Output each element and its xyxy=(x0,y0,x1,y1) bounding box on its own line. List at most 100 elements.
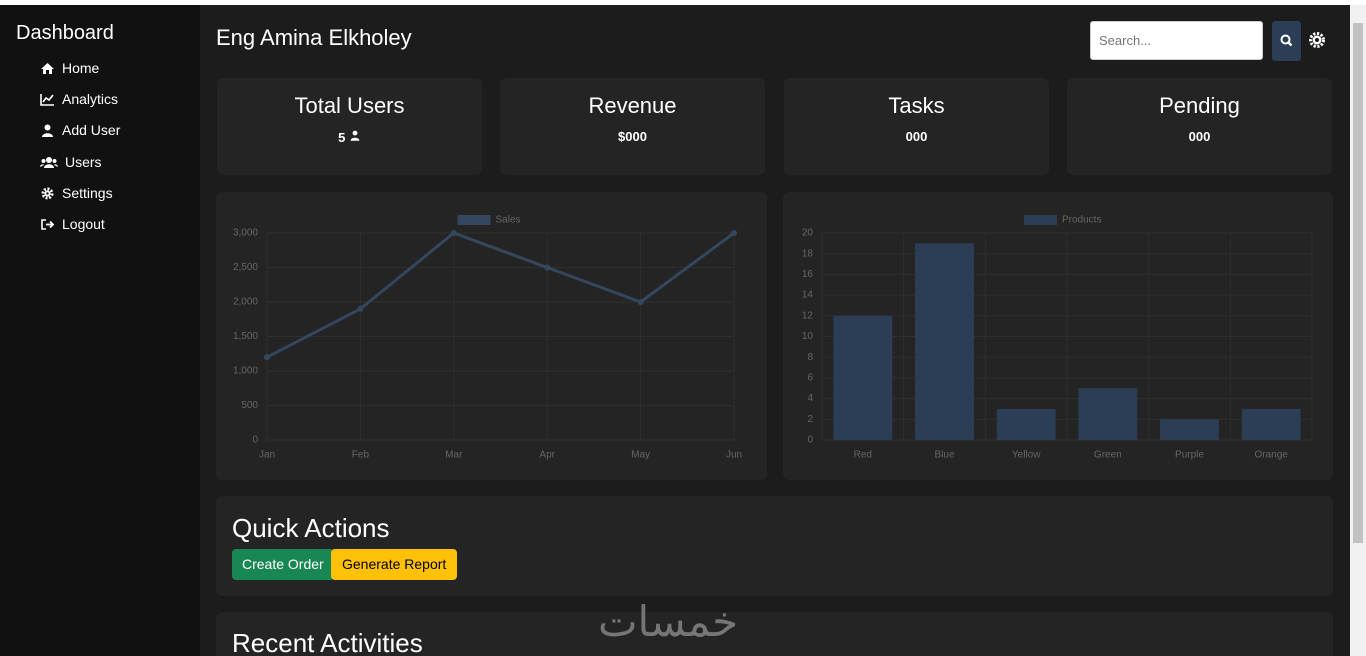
icon-home xyxy=(41,62,54,74)
sidebar-title: Dashboard xyxy=(16,22,114,44)
nav-label[interactable]: Analytics xyxy=(62,91,119,107)
card-value: 000 xyxy=(1188,129,1211,144)
nav-item[interactable]: Users xyxy=(40,154,102,170)
point xyxy=(637,299,644,305)
x-tick-label: Jun xyxy=(726,450,742,461)
x-tick-label: Jan xyxy=(259,450,275,461)
bar xyxy=(1241,408,1301,440)
x-tick-label: Feb xyxy=(352,450,370,461)
y-tick-label: 0 xyxy=(252,435,258,446)
card-title: Total Users xyxy=(294,93,405,118)
icon-logout xyxy=(41,218,55,230)
x-tick-label: Red xyxy=(854,450,872,461)
legend-swatch xyxy=(1024,215,1057,225)
y-tick-label: 18 xyxy=(802,248,814,259)
icon-user xyxy=(42,124,53,137)
icon-users xyxy=(40,156,58,168)
y-tick-label: 8 xyxy=(807,352,813,363)
nav-label[interactable]: Users xyxy=(65,154,102,170)
x-tick-label: May xyxy=(631,450,650,461)
app: Dashboard Home Analytics Add User Users … xyxy=(0,5,1350,656)
bar xyxy=(915,243,974,440)
y-tick-label: 10 xyxy=(802,331,814,342)
legend-label: Products xyxy=(1062,215,1101,226)
bar xyxy=(833,315,893,440)
sidebar: Dashboard Home Analytics Add User Users … xyxy=(0,5,200,656)
nav-item[interactable]: Analytics xyxy=(40,91,118,107)
stat-card: Pending 000 xyxy=(1067,78,1332,175)
stat-card: Tasks 000 xyxy=(784,78,1049,175)
x-tick-label: Orange xyxy=(1254,450,1288,461)
icon-analytics xyxy=(40,93,54,106)
search-input[interactable] xyxy=(1090,21,1263,60)
x-tick-label: Green xyxy=(1094,450,1122,461)
icon-user xyxy=(350,130,360,141)
x-tick-label: Purple xyxy=(1175,450,1204,461)
card-value-row: 5 xyxy=(217,129,482,145)
x-tick-label: Mar xyxy=(445,450,463,461)
bar xyxy=(996,408,1056,440)
nav-label[interactable]: Home xyxy=(62,60,100,76)
y-tick-label: 20 xyxy=(802,228,814,239)
point xyxy=(731,230,737,236)
nav-label[interactable]: Logout xyxy=(62,216,105,232)
y-tick-label: 6 xyxy=(807,373,813,384)
card-value: $000 xyxy=(618,129,647,144)
card-title: Revenue xyxy=(588,93,677,118)
line-chart: 0 500 1,000 1,500 2,000 2,500 3,000 Jan Feb Mar Ap… xyxy=(216,192,767,480)
line xyxy=(266,231,735,359)
y-tick-label: 2,000 xyxy=(233,297,258,308)
x-tick-label: Yellow xyxy=(1012,450,1041,461)
y-tick-label: 12 xyxy=(802,310,814,321)
card-value: 000 xyxy=(905,129,928,144)
nav-item[interactable]: Add User xyxy=(40,122,120,138)
y-tick-label: 4 xyxy=(807,393,813,404)
nav-item[interactable]: Logout xyxy=(40,216,105,232)
bar-chart: 0 2 4 6 8 10 12 14 16 18 20 Red Blue Yellow Green Purpl… xyxy=(783,192,1333,480)
nav-item[interactable]: Home xyxy=(40,60,99,76)
legend-label: Sales xyxy=(496,215,521,226)
recent-activities: Recent Activities xyxy=(216,612,1333,656)
stat-card: Revenue $000 xyxy=(500,78,765,175)
scrollbar[interactable] xyxy=(1350,5,1366,656)
point xyxy=(264,354,270,361)
card-value: 5 xyxy=(338,130,346,145)
y-tick-label: 14 xyxy=(802,290,814,301)
nav-label[interactable]: Settings xyxy=(62,185,113,201)
y-tick-label: 2 xyxy=(807,414,813,425)
nav-label[interactable]: Add User xyxy=(62,122,121,138)
x-tick-label: Apr xyxy=(539,450,555,461)
card-title: Tasks xyxy=(888,93,945,118)
theme-toggle[interactable] xyxy=(1308,31,1326,49)
bar xyxy=(1160,419,1219,440)
search-button[interactable] xyxy=(1272,21,1301,61)
legend-swatch xyxy=(457,215,491,225)
card-title: Pending xyxy=(1159,93,1240,118)
y-tick-label: 16 xyxy=(802,269,814,280)
point xyxy=(357,305,364,312)
point xyxy=(450,230,457,236)
y-tick-label: 1,500 xyxy=(233,331,258,342)
y-tick-label: 2,500 xyxy=(233,262,258,273)
icon-settings xyxy=(41,187,54,199)
button[interactable]: Generate Report xyxy=(331,549,458,580)
quick-actions: Quick Actions Create Order Generate Repo… xyxy=(216,496,1333,596)
watermark: خمسات xyxy=(598,598,739,645)
nav-item[interactable]: Settings xyxy=(40,185,113,201)
stat-card: Total Users 5 xyxy=(217,78,482,175)
section-title: Quick Actions xyxy=(232,513,390,543)
y-tick-label: 3,000 xyxy=(233,228,258,239)
scroll-thumb[interactable] xyxy=(1353,23,1363,543)
x-tick-label: Blue xyxy=(934,450,954,461)
y-tick-label: 1,000 xyxy=(233,366,258,377)
bar xyxy=(1078,388,1138,440)
point xyxy=(544,264,551,271)
icon-search xyxy=(1280,34,1293,47)
page-title: Eng Amina Elkholey xyxy=(216,25,412,50)
button[interactable]: Create Order xyxy=(232,549,334,580)
section-title: Recent Activities xyxy=(232,628,423,656)
y-tick-label: 0 xyxy=(807,435,813,446)
y-tick-label: 500 xyxy=(241,400,258,411)
